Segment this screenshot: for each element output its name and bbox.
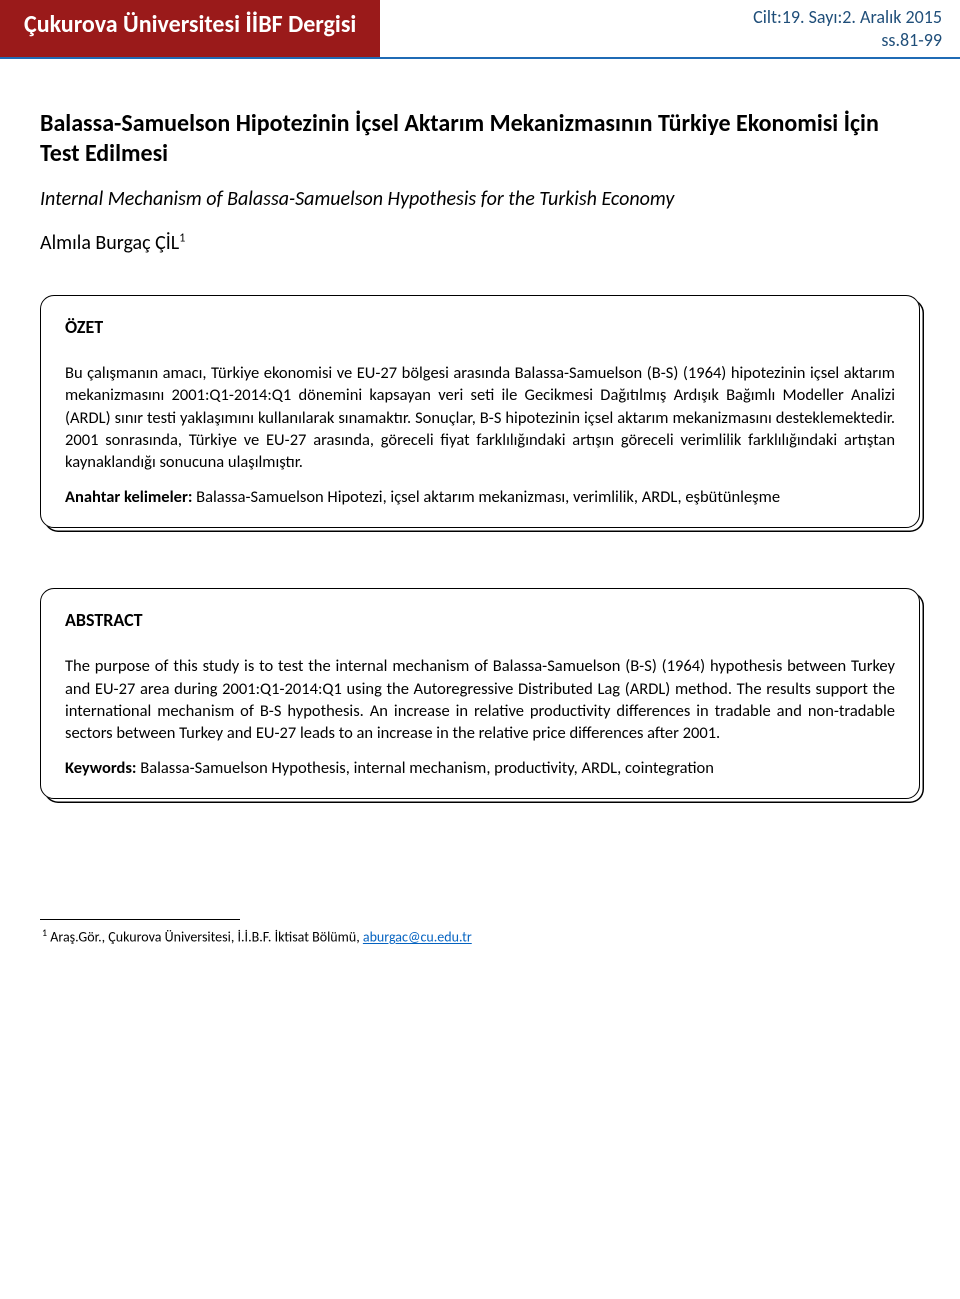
journal-header: Çukurova Üniversitesi İİBF Dergisi Cilt:… [0,0,960,59]
issue-line-1: Cilt:19. Sayı:2. Aralık 2015 [753,6,942,29]
journal-title: Çukurova Üniversitesi İİBF Dergisi [0,0,380,57]
abstract-heading: ABSTRACT [65,609,895,631]
abstract-box: ABSTRACT The purpose of this study is to… [40,588,920,799]
ozet-keywords: Balassa-Samuelson Hipotezi, içsel aktarı… [192,487,780,507]
ozet-body: Bu çalışmanın amacı, Türkiye ekonomisi v… [65,362,895,473]
footnote-text: Araş.Gör., Çukurova Üniversitesi, İ.İ.B.… [47,929,363,946]
ozet-keywords-label: Anahtar kelimeler: [65,487,192,507]
article-title-en: Internal Mechanism of Balassa-Samuelson … [40,187,920,211]
author-sup: 1 [179,231,185,245]
ozet-keywords-line: Anahtar kelimeler: Balassa-Samuelson Hip… [65,487,895,507]
author-line: Almıla Burgaç ÇİL1 [40,231,920,255]
ozet-heading: ÖZET [65,316,895,338]
footnote: 1 Araş.Gör., Çukurova Üniversitesi, İ.İ.… [40,926,920,946]
issue-line-2: ss.81-99 [753,29,942,52]
author-name: Almıla Burgaç ÇİL [40,231,179,255]
abstract-keywords-label: Keywords: [65,758,136,778]
abstract-keywords: Balassa-Samuelson Hypothesis, internal m… [136,758,713,778]
ozet-box: ÖZET Bu çalışmanın amacı, Türkiye ekonom… [40,295,920,528]
issue-info: Cilt:19. Sayı:2. Aralık 2015 ss.81-99 [753,0,960,57]
page-content: Balassa-Samuelson Hipotezinin İçsel Akta… [0,109,960,976]
abstract-body: The purpose of this study is to test the… [65,655,895,744]
abstract-keywords-line: Keywords: Balassa-Samuelson Hypothesis, … [65,758,895,778]
footnote-email-link[interactable]: aburgac@cu.edu.tr [363,929,472,946]
article-title-tr: Balassa-Samuelson Hipotezinin İçsel Akta… [40,109,920,169]
footnote-rule [40,919,240,920]
